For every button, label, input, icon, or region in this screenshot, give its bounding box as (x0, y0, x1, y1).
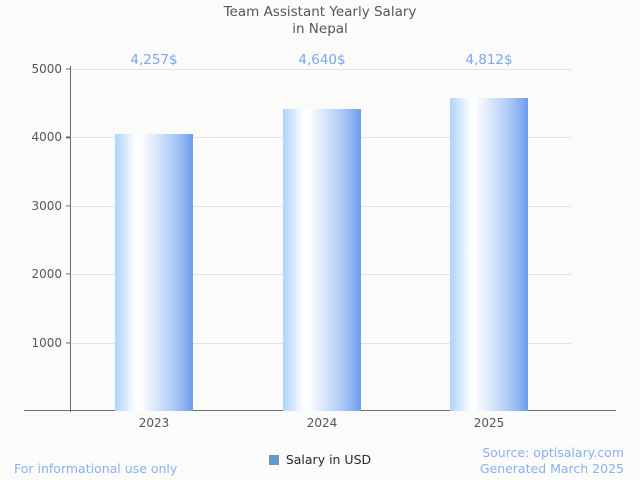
y-tick-label-2000: 2000 (31, 267, 62, 282)
legend-swatch-icon (268, 454, 279, 465)
footer-generated: Generated March 2025 (479, 460, 624, 476)
y-tick-label-4000: 4000 (31, 130, 62, 145)
chart-title-line-1: Team Assistant Yearly Salary (223, 4, 417, 20)
y-tick-mark-4000 (66, 136, 71, 138)
chart-title: Team Assistant Yearly Salary in Nepal (0, 4, 640, 38)
y-tick-label-1000: 1000 (31, 335, 62, 350)
x-axis-label-2023: 2023 (138, 416, 170, 430)
y-axis-line (70, 66, 72, 412)
y-tick-mark-2000 (66, 273, 71, 275)
bar-value-2023: 4,257$ (130, 52, 178, 68)
footer-source-block: Source: optisalary.com Generated March 2… (480, 445, 624, 476)
footer-source: Source: optisalary.com (482, 445, 624, 460)
bar-2024[interactable] (283, 108, 361, 411)
y-tick-label-5000: 5000 (31, 62, 62, 76)
bar-2025[interactable] (450, 97, 528, 411)
bar-2023[interactable] (115, 133, 193, 411)
y-tick-label-3000: 3000 (31, 198, 62, 213)
y-tick-mark-5000 (66, 68, 71, 70)
bar-value-2025: 4,812$ (465, 52, 513, 68)
legend-label-salary-in-usd: Salary in USD (285, 452, 372, 467)
plot-area: 5000 4000 3000 2000 1000 (31, 62, 571, 411)
y-tick-mark-1000 (66, 342, 71, 344)
chart-title-line-2: in Nepal (292, 21, 348, 37)
bar-value-2024: 4,640$ (298, 52, 346, 68)
footer-disclaimer: For informational use only (14, 461, 178, 476)
x-axis-label-2025: 2025 (473, 416, 505, 430)
chart-legend[interactable]: Salary in USD (0, 452, 640, 467)
x-axis-label-2024: 2024 (306, 416, 338, 430)
gridline-5000: 5000 (31, 62, 571, 76)
y-tick-mark-3000 (66, 205, 71, 207)
